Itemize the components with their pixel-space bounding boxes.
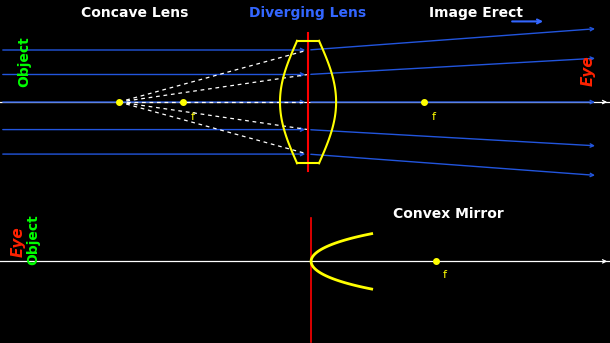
Text: Object: Object xyxy=(27,215,40,265)
Text: f: f xyxy=(190,112,195,122)
Text: Eye: Eye xyxy=(11,226,26,257)
Text: f: f xyxy=(431,112,436,122)
Text: f: f xyxy=(442,270,447,280)
Text: Image Erect: Image Erect xyxy=(429,6,523,20)
Text: Eye: Eye xyxy=(581,55,596,86)
Text: Convex Mirror: Convex Mirror xyxy=(393,208,504,222)
Text: Diverging Lens: Diverging Lens xyxy=(249,6,367,20)
Text: Object: Object xyxy=(18,37,31,87)
Text: Concave Lens: Concave Lens xyxy=(81,6,188,20)
